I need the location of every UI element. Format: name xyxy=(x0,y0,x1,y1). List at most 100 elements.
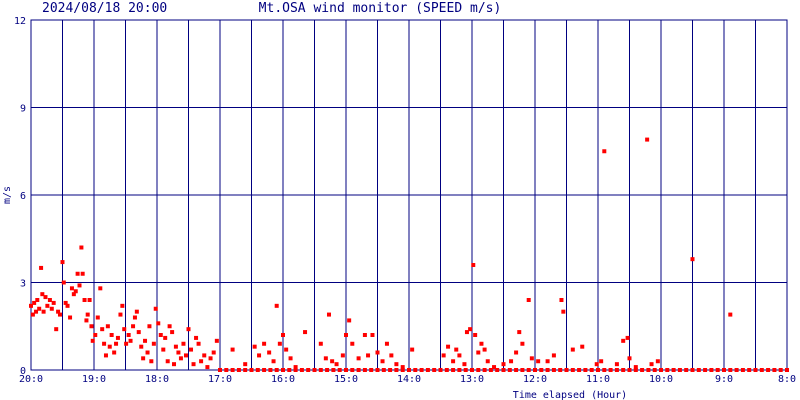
data-point xyxy=(196,341,201,346)
x-tick-label: 8:0 xyxy=(778,374,796,385)
data-point xyxy=(476,368,481,372)
data-point xyxy=(495,368,500,372)
data-point xyxy=(176,350,181,355)
data-point xyxy=(471,263,476,267)
data-point xyxy=(753,368,758,372)
data-point xyxy=(281,333,285,337)
data-point xyxy=(432,368,437,372)
data-point xyxy=(621,368,626,372)
data-point xyxy=(526,368,531,372)
data-point xyxy=(526,298,531,302)
data-point xyxy=(545,368,550,372)
data-point xyxy=(577,368,582,372)
data-point xyxy=(446,344,451,349)
data-point xyxy=(652,368,657,372)
data-point xyxy=(49,306,54,311)
data-point xyxy=(60,260,65,265)
data-point xyxy=(492,365,497,370)
data-point xyxy=(84,318,89,323)
data-point xyxy=(536,359,541,364)
data-point xyxy=(514,368,519,372)
data-point xyxy=(211,350,216,355)
data-point xyxy=(785,368,789,372)
data-point xyxy=(451,368,456,372)
data-point xyxy=(29,303,33,308)
data-point xyxy=(476,350,481,355)
data-point xyxy=(457,368,462,372)
data-point xyxy=(690,368,695,372)
data-point xyxy=(107,344,112,349)
data-point xyxy=(262,368,267,372)
data-point xyxy=(684,368,689,372)
y-tick-label: 6 xyxy=(20,191,26,202)
data-point xyxy=(89,324,94,329)
data-point xyxy=(54,327,59,332)
data-point xyxy=(75,271,80,276)
y-axis-label: m/s xyxy=(2,186,13,204)
data-point xyxy=(268,368,273,372)
data-point xyxy=(208,356,213,361)
data-point xyxy=(551,368,556,372)
data-point xyxy=(621,338,626,343)
data-point xyxy=(151,341,156,346)
data-point xyxy=(41,309,46,314)
data-point xyxy=(625,335,630,340)
data-point xyxy=(95,315,100,320)
data-point xyxy=(87,298,92,302)
x-tick-label: 15:0 xyxy=(334,374,358,385)
data-point xyxy=(230,347,235,352)
data-point xyxy=(45,303,50,308)
data-point xyxy=(85,312,90,317)
data-point xyxy=(470,368,474,372)
data-point xyxy=(57,312,62,317)
data-point xyxy=(451,359,456,364)
x-tick-label: 10:0 xyxy=(649,374,673,385)
data-point xyxy=(100,327,105,332)
data-point xyxy=(580,344,585,349)
data-point xyxy=(230,368,235,372)
data-point xyxy=(143,338,148,343)
data-point xyxy=(71,292,76,297)
data-point xyxy=(356,368,361,372)
data-point xyxy=(325,368,330,372)
data-point xyxy=(677,368,682,372)
data-point xyxy=(671,368,676,372)
x-tick-label: 9:0 xyxy=(715,374,733,385)
data-point xyxy=(163,335,168,340)
data-point xyxy=(128,338,133,343)
data-point xyxy=(323,356,328,361)
chart-title: Mt.OSA wind monitor (SPEED m/s) xyxy=(259,1,502,16)
data-point xyxy=(370,333,375,337)
data-point xyxy=(122,327,127,332)
data-point xyxy=(400,365,405,370)
timestamp: 2024/08/18 20:00 xyxy=(42,1,167,16)
data-point xyxy=(362,333,367,337)
data-point xyxy=(350,368,355,372)
data-point xyxy=(271,359,276,364)
data-point xyxy=(158,333,163,337)
data-point xyxy=(517,330,522,335)
data-point xyxy=(65,303,70,308)
data-point xyxy=(218,368,222,372)
x-tick-label: 18:0 xyxy=(145,374,169,385)
data-point xyxy=(181,341,186,346)
data-point xyxy=(655,359,660,364)
data-point xyxy=(172,362,177,367)
data-point xyxy=(344,333,348,337)
data-point xyxy=(441,353,446,358)
data-point xyxy=(463,368,468,372)
data-point xyxy=(558,368,563,372)
data-point xyxy=(583,368,588,372)
data-point xyxy=(539,368,544,372)
data-point xyxy=(189,347,194,352)
data-point xyxy=(103,353,108,358)
data-point xyxy=(224,368,229,372)
data-point xyxy=(318,341,323,346)
data-point xyxy=(132,315,137,320)
data-point xyxy=(105,324,110,329)
data-point xyxy=(202,353,207,358)
data-point xyxy=(740,368,745,372)
data-point xyxy=(139,344,144,349)
data-point xyxy=(293,368,298,372)
